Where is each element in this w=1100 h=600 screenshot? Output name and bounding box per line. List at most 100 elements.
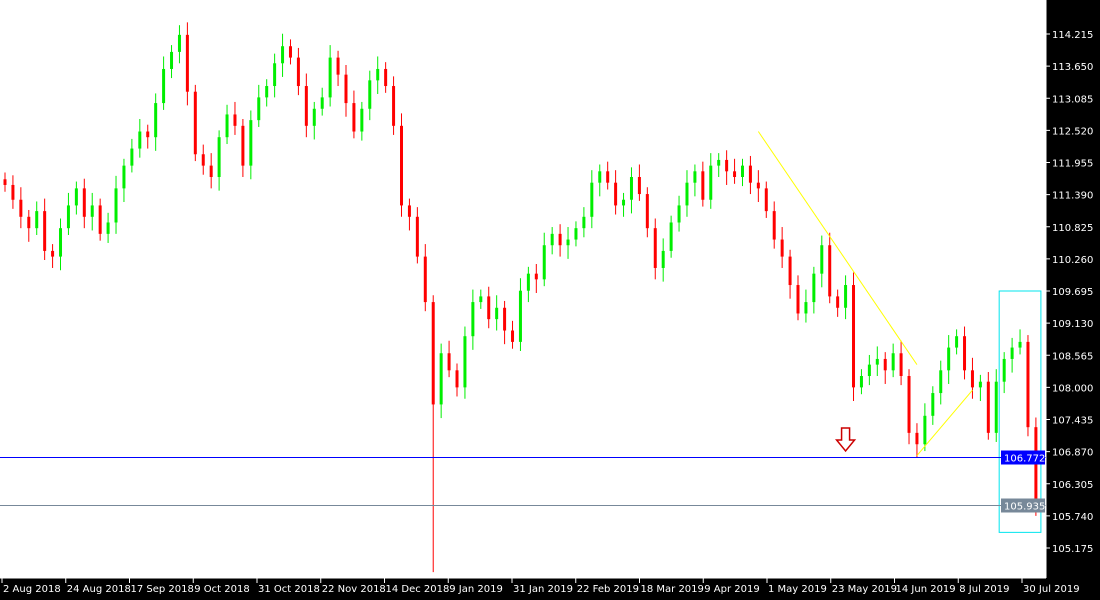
candle-down	[558, 233, 562, 246]
candle-up	[1002, 358, 1006, 382]
candle-down	[11, 184, 15, 200]
candle-down	[788, 256, 792, 286]
candle-down	[384, 68, 388, 87]
candle-up	[376, 68, 380, 81]
candle-down	[852, 285, 856, 388]
price-tick-label: 112.520	[1052, 126, 1093, 137]
candle-up	[1010, 347, 1014, 359]
candle-up	[669, 222, 673, 251]
candle-up	[582, 216, 586, 229]
candle-down	[899, 353, 903, 377]
candle-down	[43, 211, 47, 251]
price-tick-label: 108.565	[1052, 351, 1093, 362]
time-tick-label: 14 Dec 2018	[386, 584, 450, 595]
candle-down	[764, 188, 768, 212]
candle-up	[994, 381, 998, 433]
price-axis: 114.215 113.650 113.085 112.520 111.955 111.3…	[1045, 0, 1100, 600]
candle-down	[1034, 427, 1038, 505]
candle-down	[304, 86, 308, 126]
candle-up	[622, 199, 626, 206]
candle-down	[209, 165, 213, 177]
candle-up	[661, 250, 665, 268]
price-tick-label: 111.390	[1052, 191, 1093, 202]
candle-up	[249, 120, 253, 166]
candle-up	[130, 148, 134, 166]
candle-down	[756, 182, 760, 189]
candle-down	[233, 114, 237, 126]
candle-down	[455, 370, 459, 388]
candle-down	[614, 182, 618, 206]
time-tick-label: 24 Aug 2018	[67, 584, 131, 595]
time-tick-label: 9 Oct 2018	[194, 584, 249, 595]
price-axis-bg	[1046, 0, 1100, 600]
price-tick-label: 110.260	[1052, 255, 1093, 266]
candle-down	[415, 216, 419, 257]
price-level-label: 105.935	[1004, 502, 1045, 513]
candle-down	[193, 91, 197, 155]
candle-up	[320, 97, 324, 109]
candle-up	[978, 381, 982, 388]
candle-up	[1018, 341, 1022, 348]
price-tick-label: 113.650	[1052, 62, 1093, 73]
candle-down	[883, 358, 887, 371]
candle-down	[423, 256, 427, 303]
price-tick-label: 109.695	[1052, 287, 1093, 298]
candle-down	[336, 57, 340, 75]
candle-up	[867, 364, 871, 377]
candle-down	[534, 273, 538, 280]
time-axis-bg	[0, 578, 1100, 600]
candle-down	[701, 171, 705, 200]
candle-up	[875, 358, 879, 365]
candle-up	[281, 46, 285, 64]
candle-up	[368, 80, 372, 109]
candle-down	[511, 330, 515, 342]
candle-down	[828, 245, 832, 297]
price-tick-label: 114.215	[1052, 30, 1093, 41]
candle-up	[90, 205, 94, 217]
candle-down	[82, 188, 86, 217]
candle-up	[122, 165, 126, 189]
candle-down	[653, 228, 657, 268]
price-tick-label: 109.130	[1052, 319, 1093, 330]
candle-up	[217, 137, 221, 177]
candle-up	[312, 108, 316, 126]
candle-down	[185, 34, 189, 92]
price-tick-label: 106.305	[1052, 480, 1093, 491]
candle-down	[344, 74, 348, 104]
candle-up	[820, 245, 824, 274]
candle-down	[907, 376, 911, 433]
candle-up	[574, 228, 578, 240]
candle-up	[740, 165, 744, 177]
time-tick-label: 9 Jan 2019	[449, 584, 503, 595]
time-tick-label: 8 Jul 2019	[959, 584, 1009, 595]
candle-up	[598, 171, 602, 183]
candle-up	[542, 245, 546, 280]
candle-up	[550, 233, 554, 246]
time-axis: 2 Aug 2018 24 Aug 2018 17 Sep 2018 9 Oct 20…	[0, 577, 1100, 600]
candle-up	[328, 57, 332, 98]
candle-down	[725, 159, 729, 172]
candle-down	[241, 125, 245, 166]
candle-up	[923, 415, 927, 445]
price-tick-label: 111.955	[1052, 159, 1093, 170]
candle-up	[804, 302, 808, 314]
candle-up	[257, 97, 261, 121]
candle-down	[986, 381, 990, 433]
candle-down	[733, 171, 737, 177]
price-label-bg	[1001, 450, 1045, 465]
candle-up	[891, 353, 895, 371]
time-tick-label: 2 Aug 2018	[3, 584, 61, 595]
candle-up	[265, 86, 269, 98]
candle-down	[400, 125, 403, 206]
candle-up	[939, 370, 943, 394]
candle-down	[487, 296, 491, 320]
candle-down	[288, 46, 292, 58]
candle-up	[693, 171, 697, 183]
candle-down	[51, 250, 55, 257]
candle-up	[59, 228, 63, 257]
candle-up	[170, 51, 174, 69]
candle-down	[645, 194, 649, 229]
time-tick-label: 31 Jan 2019	[513, 584, 573, 595]
candle-up	[955, 336, 959, 348]
candle-up	[66, 205, 70, 229]
